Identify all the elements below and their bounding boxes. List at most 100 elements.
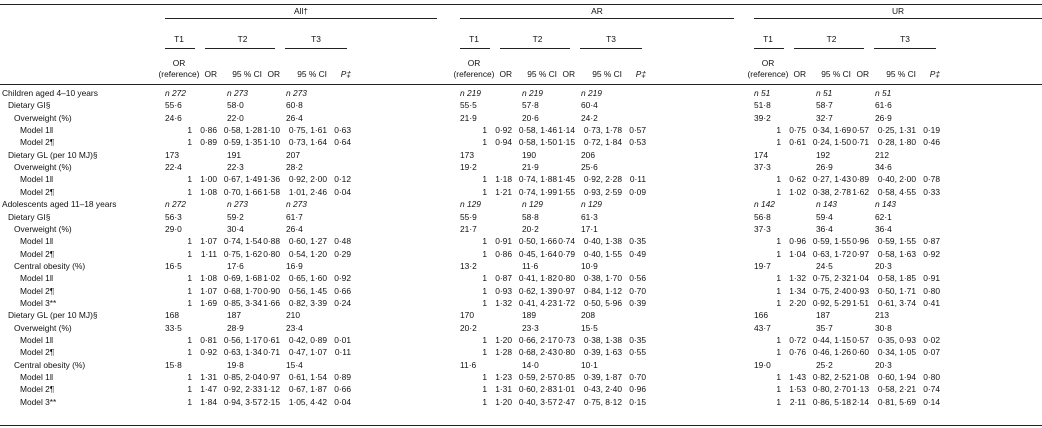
mean-value: 22·0 <box>227 113 244 123</box>
or-value: 0·81 <box>200 335 217 345</box>
or-reference-header: OR <box>172 58 186 68</box>
tertile-underline <box>754 48 784 49</box>
ci-value: 0·50, 5·96 <box>583 298 622 308</box>
ci-value: 0·84, 1·12 <box>583 286 622 296</box>
or-reference-value: 1 <box>776 347 781 357</box>
ci-value: 0·69, 1·68 <box>223 273 262 283</box>
mean-value: 19·2 <box>460 162 477 172</box>
ci-value: 0·58, 1·46 <box>518 125 557 135</box>
or-value: 0·89 <box>852 174 869 184</box>
p-value: 0·09 <box>629 187 646 197</box>
ci-value: 0·82, 3·39 <box>288 298 327 308</box>
p-value-header: P‡ <box>929 69 940 79</box>
or-value: 0·90 <box>263 286 280 296</box>
or-value: 0·93 <box>495 286 512 296</box>
mean-value: 21·9 <box>522 162 539 172</box>
mean-value: 39·2 <box>754 113 771 123</box>
ci-value: 0·72, 1·84 <box>583 137 622 147</box>
ci-value: 0·92, 2·00 <box>288 174 327 184</box>
or-value: 1·13 <box>852 384 869 394</box>
or-reference-value: 1 <box>187 397 192 407</box>
tertile-underline <box>460 48 490 49</box>
mean-value: 62·1 <box>875 212 892 222</box>
ci-value: 0·58, 1·85 <box>877 273 916 283</box>
ci-value: 0·42, 0·89 <box>288 335 327 345</box>
or-value: 0·61 <box>789 137 806 147</box>
or-reference-value: 1 <box>187 236 192 246</box>
or-value: 1·08 <box>852 372 869 382</box>
group-header: UR <box>891 6 905 16</box>
or-value: 0·62 <box>789 174 806 184</box>
p-value: 0·74 <box>923 384 940 394</box>
or-reference-value: 1 <box>482 347 487 357</box>
or-reference-header: (reference) <box>747 69 789 79</box>
or-value: 0·94 <box>495 137 512 147</box>
mean-value: 16·9 <box>286 261 303 271</box>
mean-value: 29·0 <box>165 224 182 234</box>
mean-value: 191 <box>227 150 241 160</box>
sample-size: n 142 <box>754 199 775 209</box>
mean-value: 58·7 <box>816 100 833 110</box>
row-label: Model 2¶ <box>20 384 55 394</box>
ci-value: 0·58, 2·21 <box>877 384 916 394</box>
ci-value: 0·44, 1·15 <box>812 335 851 345</box>
or-reference-value: 1 <box>776 125 781 135</box>
mean-value: 61·3 <box>581 212 598 222</box>
ci-value: 0·58, 1·28 <box>223 125 262 135</box>
mean-value: 35·7 <box>816 323 833 333</box>
or-value: 0·87 <box>495 273 512 283</box>
row-label: Model 1‖ <box>20 174 54 184</box>
or-reference-value: 1 <box>482 335 487 345</box>
or-reference-value: 1 <box>776 372 781 382</box>
mean-value: 187 <box>816 310 830 320</box>
tertile-header: T3 <box>900 34 910 44</box>
ci-value: 0·59, 1·55 <box>812 236 851 246</box>
or-header: OR <box>793 69 806 79</box>
or-value: 0·97 <box>558 286 575 296</box>
ci-value: 0·81, 5·69 <box>877 397 916 407</box>
p-value: 0·53 <box>629 137 646 147</box>
mean-value: 166 <box>754 310 768 320</box>
or-value: 1·69 <box>200 298 217 308</box>
or-value: 1·32 <box>495 298 512 308</box>
or-reference-value: 1 <box>187 187 192 197</box>
p-value: 0·87 <box>923 236 940 246</box>
or-value: 0·91 <box>495 236 512 246</box>
p-value: 0·24 <box>334 298 351 308</box>
mean-value: 24·5 <box>816 261 833 271</box>
or-value: 0·80 <box>558 347 575 357</box>
ci-header: 95 % CI <box>527 69 557 79</box>
or-reference-value: 1 <box>776 249 781 259</box>
or-value: 0·71 <box>852 137 869 147</box>
p-value: 0·29 <box>334 249 351 259</box>
row-label: Overweight (%) <box>14 162 72 172</box>
mean-value: 61·7 <box>286 212 303 222</box>
mean-value: 190 <box>522 150 536 160</box>
mean-value: 22·4 <box>165 162 182 172</box>
or-value: 1·47 <box>200 384 217 394</box>
or-reference-value: 1 <box>187 125 192 135</box>
tertile-underline <box>794 48 864 49</box>
ci-value: 0·62, 1·39 <box>518 286 557 296</box>
mean-value: 13·2 <box>460 261 477 271</box>
row-label: Model 2¶ <box>20 249 55 259</box>
sample-size: n 219 <box>522 88 543 98</box>
or-value: 1·20 <box>495 335 512 345</box>
tertile-underline <box>500 48 570 49</box>
sample-size: n 219 <box>460 88 481 98</box>
mean-value: 43·7 <box>754 323 771 333</box>
or-header: OR <box>267 69 280 79</box>
or-reference-value: 1 <box>482 236 487 246</box>
ci-header: 95 % CI <box>232 69 262 79</box>
or-value: 0·76 <box>789 347 806 357</box>
or-reference-value: 1 <box>187 174 192 184</box>
p-value: 0·89 <box>334 372 351 382</box>
tertile-header: T2 <box>532 34 543 44</box>
or-value: 0·85 <box>558 372 575 382</box>
mean-value: 207 <box>286 150 300 160</box>
p-value: 0·33 <box>923 187 940 197</box>
or-reference-value: 1 <box>776 187 781 197</box>
mean-value: 20·3 <box>875 360 892 370</box>
or-value: 1·45 <box>558 174 575 184</box>
